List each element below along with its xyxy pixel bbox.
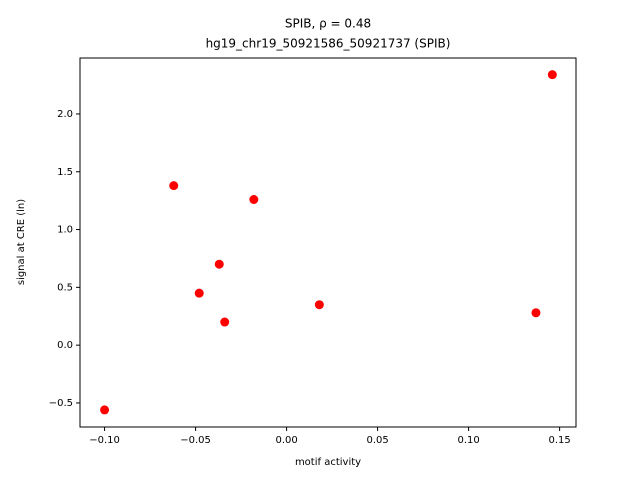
y-tick-label: 1.0 [57,225,73,236]
point [220,317,230,327]
point [314,300,324,310]
x-tick-label: −0.10 [89,435,120,446]
plot-frame [79,57,577,428]
x-tick-label: −0.05 [180,435,211,446]
point [214,259,224,269]
point [547,70,557,80]
y-tick-label: 0.5 [57,282,73,293]
y-tick-label: 1.5 [57,167,73,178]
y-tick-label: 0.0 [57,340,73,351]
y-tick-label: 2.0 [57,109,73,120]
point [249,194,259,204]
y-tick-label: −0.5 [49,398,73,409]
x-axis-label: motif activity [295,457,361,468]
point [169,181,179,191]
point [100,405,110,415]
chart-subtitle: hg19_chr19_50921586_50921737 (SPIB) [206,37,451,51]
point [194,288,204,298]
x-tick-label: 0.10 [457,435,479,446]
point [531,308,541,318]
y-axis-label: signal at CRE (ln) [16,199,27,285]
x-tick-label: 0.00 [275,435,297,446]
x-tick-label: 0.05 [366,435,388,446]
x-tick-label: 0.15 [548,435,570,446]
chart-title: SPIB, ρ = 0.48 [285,17,371,31]
